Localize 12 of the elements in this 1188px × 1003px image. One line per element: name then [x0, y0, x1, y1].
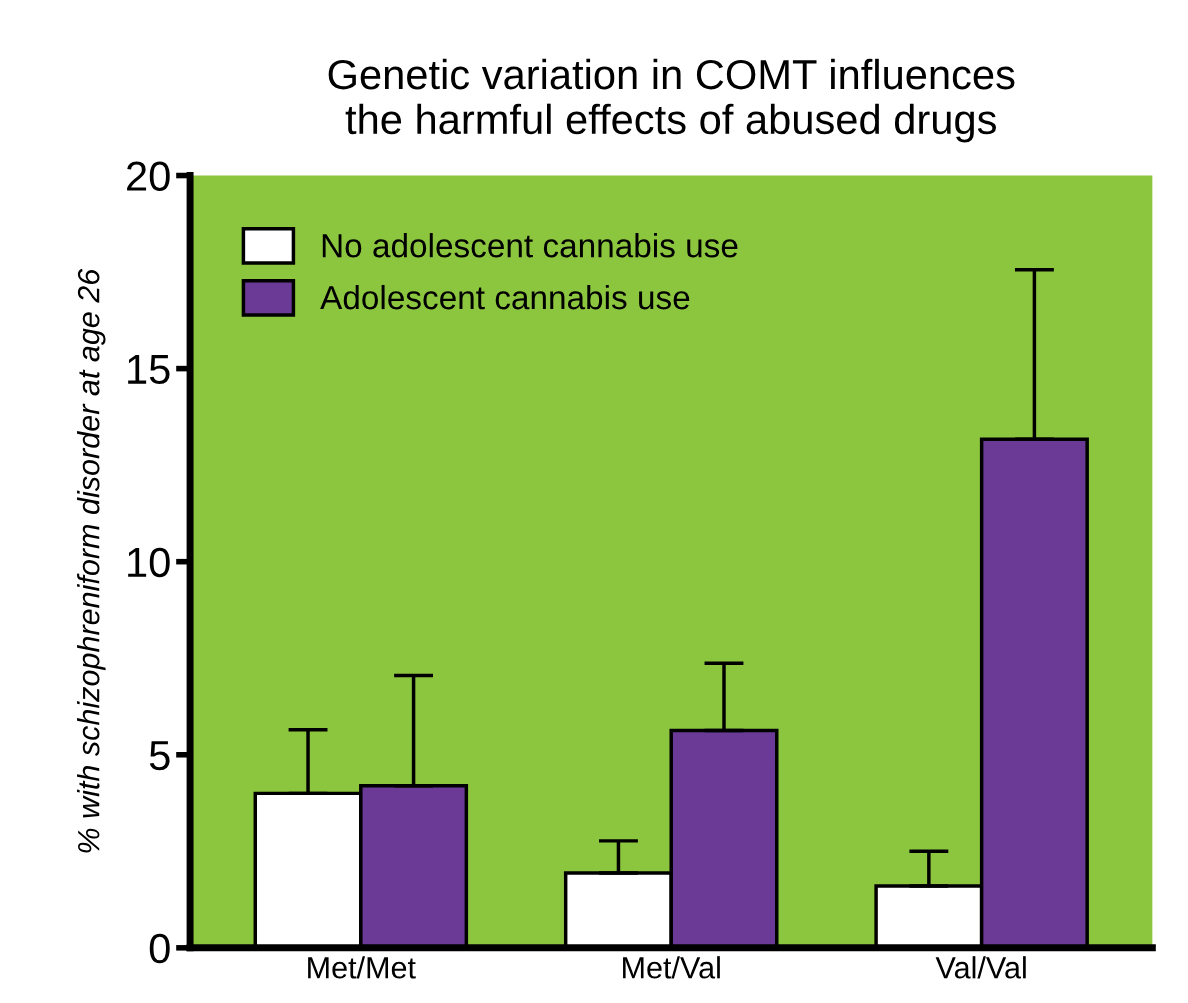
y-tick-label: 5 [149, 741, 170, 771]
y-tick-label: 0 [149, 933, 170, 964]
legend-label: No adolescent cannabis use [322, 233, 738, 258]
chart-title: Genetic variation in COMT influences the harmful effects of abused drugs [328, 58, 1015, 143]
x-tick-label: Met/Val [623, 956, 720, 979]
y-axis-title: % with schizophreniform disorder at age 26 [77, 268, 106, 853]
y-tick-label: 15 [128, 355, 170, 385]
y-tick-label: 20 [127, 161, 170, 192]
legend-label: Adolescent cannabis use [320, 284, 690, 310]
y-tick-label: 10 [128, 547, 170, 578]
x-tick-label: Val/Val [935, 956, 1026, 979]
x-tick-label: Met/Met [308, 956, 416, 979]
